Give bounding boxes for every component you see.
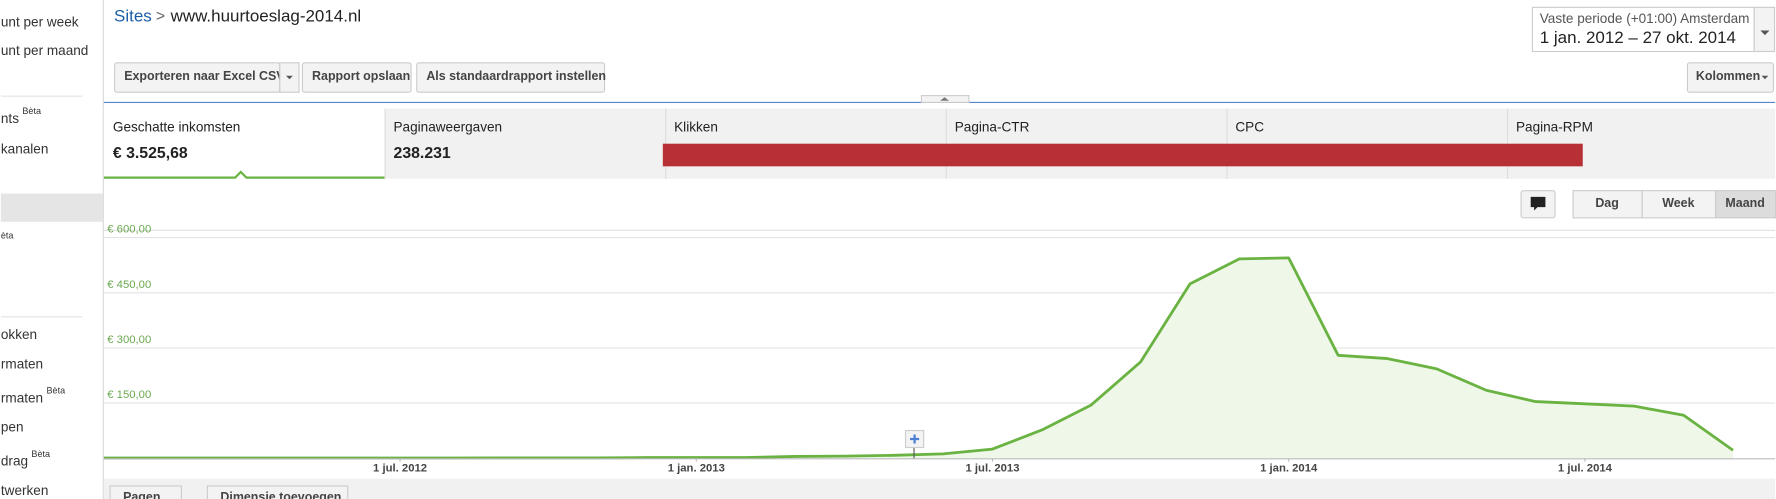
- area: [103, 257, 1734, 459]
- metric-name[interactable]: Klikken: [674, 119, 718, 134]
- metric-name[interactable]: Paginaweergaven: [394, 119, 503, 134]
- sidebar-item[interactable]: twerken: [1, 483, 48, 498]
- sidebar-item[interactable]: okken: [1, 327, 37, 342]
- dropdown-arrow: [286, 75, 293, 80]
- sidebar-text: rmaten: [1, 390, 43, 405]
- view-button[interactable]: [1641, 190, 1717, 219]
- bottom-label: Pagen: [123, 490, 160, 499]
- y-tick-label: € 300,00: [107, 334, 151, 346]
- sidebar-text: èta: [1, 231, 15, 241]
- toolbar-label: Exporteren naar Excel CSV: [124, 69, 285, 83]
- sidebar-text: twerken: [1, 483, 48, 498]
- view-buttons: Dag Week Maand: [1572, 190, 1776, 219]
- x-tick-label: 1 jul. 2013: [965, 462, 1019, 474]
- x-tick-label: 1 jan. 2013: [668, 462, 725, 474]
- bottom-label: Dimensie toevoegen: [220, 490, 341, 499]
- view-label: Week: [1662, 196, 1694, 210]
- breadcrumb-current: www.huurtoeslag-2014.nl: [170, 6, 362, 25]
- beta-tag: Bèta: [31, 449, 51, 459]
- metric-tab-selected[interactable]: [103, 108, 385, 179]
- sidebar-item[interactable]: rmaten Bèta: [1, 386, 66, 405]
- sidebar-text: rmaten: [1, 356, 43, 371]
- chart: € 150,00 € 300,00 € 450,00 € 600,00 1 jul. 2…: [103, 224, 1776, 474]
- sidebar-text: nts: [1, 110, 19, 125]
- sidebar-item[interactable]: unt per week: [1, 14, 79, 29]
- bottom-bar: [103, 478, 1776, 499]
- sidebar-text: okken: [1, 327, 37, 342]
- date-label: Vaste periode (+01:00) Amsterdam: [1540, 11, 1750, 26]
- sidebar-text: kanalen: [1, 141, 49, 156]
- metric-value: 238.231: [394, 145, 451, 162]
- beta-tag: Bèta: [47, 386, 67, 396]
- date-picker[interactable]: [1531, 6, 1755, 53]
- bottom-button[interactable]: [109, 485, 182, 499]
- sidebar-text: drag: [1, 453, 28, 468]
- bottom-button[interactable]: [206, 485, 349, 499]
- sidebar-text: unt per week: [1, 14, 79, 29]
- metrics: Geschatte inkomsten € 3.525,68 Paginaweerg…: [103, 108, 1593, 179]
- toolbar-label: Als standaardrapport instellen: [426, 69, 606, 83]
- view-label: Dag: [1595, 196, 1619, 210]
- sidebar-text: unt per maand: [1, 42, 88, 57]
- sidebar-item[interactable]: unt per maand: [1, 42, 88, 57]
- metric-name[interactable]: Geschatte inkomsten: [113, 119, 240, 134]
- x-tick-label: 1 jul. 2014: [1558, 462, 1613, 474]
- toolbar-label: Rapport opslaan: [312, 69, 410, 83]
- view-button[interactable]: [1715, 190, 1776, 219]
- bottom-buttons: Pagen Dimensie toevoegen: [109, 485, 349, 499]
- y-tick-label: € 600,00: [107, 224, 151, 236]
- metric-underline: [103, 170, 385, 179]
- metric-value: € 3.525,68: [113, 145, 188, 162]
- comment-icon: [1530, 196, 1546, 211]
- y-tick-label: € 450,00: [107, 279, 151, 291]
- plus-icon: [910, 434, 920, 444]
- sidebar-item[interactable]: èta: [1, 231, 15, 241]
- breadcrumb-separator: >: [156, 8, 165, 25]
- view-label: Maand: [1725, 196, 1764, 210]
- x-tick-label: 1 jan. 2014: [1260, 462, 1318, 474]
- sidebar-item[interactable]: kanalen: [1, 141, 49, 156]
- collapse-arrow: [940, 97, 950, 101]
- dropdown-arrow: [1761, 75, 1769, 80]
- metric-name[interactable]: CPC: [1235, 119, 1264, 134]
- line: [103, 256, 1734, 460]
- columns-button[interactable]: [1686, 62, 1774, 93]
- columns-label: Kolommen: [1696, 69, 1760, 83]
- toolbar-button[interactable]: [416, 62, 606, 93]
- dropdown-arrow: [1760, 30, 1770, 36]
- metric-name[interactable]: Pagina-RPM: [1516, 119, 1593, 134]
- date-dropdown[interactable]: [1753, 6, 1776, 53]
- sidebar-item[interactable]: rmaten: [1, 356, 43, 371]
- sidebar-item[interactable]: pen: [1, 419, 24, 434]
- sidebar-text: pen: [1, 419, 24, 434]
- date-range: 1 jan. 2012 – 27 okt. 2014: [1540, 28, 1736, 47]
- y-tick-label: € 150,00: [107, 389, 151, 401]
- toolbar: Exporteren naar Excel CSV Rapport opslaan…: [114, 62, 606, 93]
- breadcrumb-link[interactable]: Sites: [114, 6, 152, 25]
- sidebar-item[interactable]: nts Bèta: [1, 106, 42, 125]
- beta-tag: Bèta: [22, 106, 42, 116]
- metric-name[interactable]: Pagina-CTR: [955, 119, 1030, 134]
- redaction: [662, 143, 1583, 167]
- sidebar-selected: [0, 193, 103, 222]
- sidebar-item[interactable]: drag Bèta: [1, 449, 51, 468]
- x-tick-label: 1 jul. 2012: [373, 462, 427, 474]
- toolbar-button[interactable]: [301, 62, 412, 93]
